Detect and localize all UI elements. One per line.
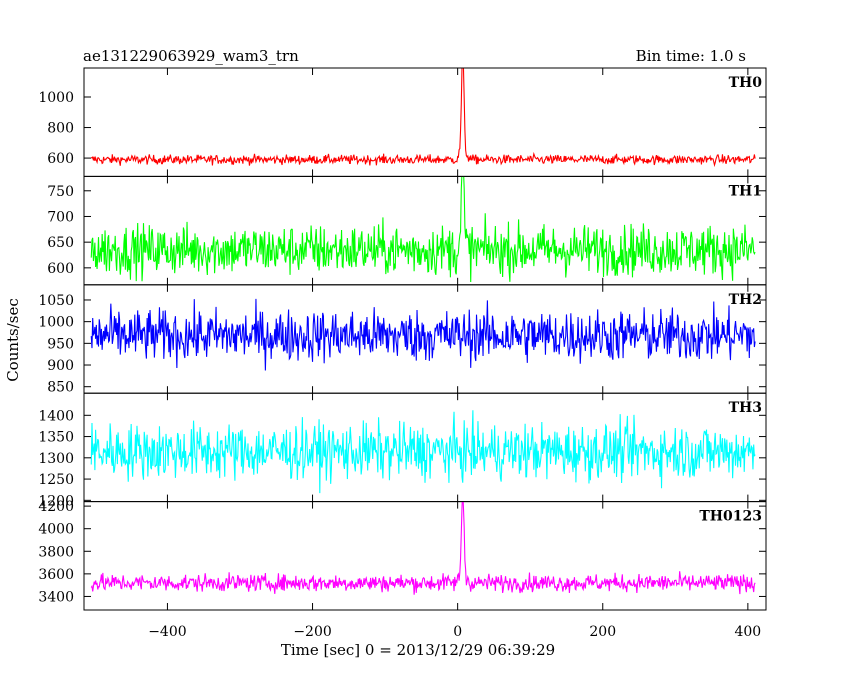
- y-tick-label: 800: [47, 121, 74, 137]
- series-line-th3: [90, 410, 756, 494]
- y-tick-label: 750: [47, 184, 74, 200]
- y-tick-label: 4200: [38, 499, 74, 515]
- y-tick-label: 600: [47, 151, 74, 167]
- panel-frame: [83, 501, 767, 611]
- y-tick-label: 950: [47, 336, 74, 352]
- y-axis-title: Counts/sec: [4, 298, 22, 382]
- panel-label: TH3: [729, 400, 762, 416]
- y-tick-label: 900: [47, 358, 74, 374]
- y-tick-label: 3800: [38, 544, 74, 560]
- y-tick-label: 1250: [38, 472, 74, 488]
- series-line-th2: [90, 298, 756, 371]
- panel-th3: 1200 1250 1300 1350 1400 TH3: [38, 392, 767, 509]
- panel-label: TH0: [729, 75, 763, 91]
- x-tick-label: −200: [293, 624, 331, 640]
- bin-time-label: Bin time: 1.0 s: [636, 47, 746, 65]
- series-line-th1: [90, 176, 756, 283]
- panel-th2: 850 900 950 1000 1050 TH2: [38, 284, 767, 396]
- series-line-th0: [90, 68, 756, 168]
- panel-label: TH1: [729, 183, 762, 199]
- y-tick-label: 600: [47, 261, 74, 277]
- panel-th0: 600 800 1000 TH0: [38, 67, 767, 177]
- panel-label: TH2: [729, 292, 762, 308]
- x-tick-label: −400: [148, 624, 186, 640]
- y-tick-label: 1050: [38, 293, 74, 309]
- series-line-th0123: [90, 501, 756, 595]
- panels-group: 600 800 1000 TH0 600 650 700 750 TH1 850 900 950 100…: [38, 67, 767, 611]
- panel-th1: 600 650 700 750 TH1: [47, 175, 767, 286]
- y-tick-label: 3600: [38, 567, 74, 583]
- y-tick-label: 650: [47, 235, 74, 251]
- chart-title: ae131229063929_wam3_trn: [83, 47, 299, 65]
- x-tick-label: 200: [589, 624, 616, 640]
- y-tick-label: 4000: [38, 522, 74, 538]
- y-tick-label: 1350: [38, 430, 74, 446]
- y-tick-label: 1400: [38, 408, 74, 424]
- y-tick-label: 3400: [38, 589, 74, 605]
- x-axis: −400 −200 0 200 400: [148, 624, 761, 640]
- y-tick-label: 700: [47, 209, 74, 225]
- y-tick-label: 1000: [38, 315, 74, 331]
- y-tick-label: 1300: [38, 451, 74, 467]
- panel-th0123: 3400 3600 3800 4000 4200 TH0123: [38, 499, 767, 611]
- x-tick-label: 0: [453, 624, 462, 640]
- y-tick-label: 850: [47, 380, 74, 396]
- panel-label: TH0123: [699, 509, 762, 525]
- y-tick-label: 1000: [38, 90, 74, 106]
- y-tick-label: 1200: [38, 493, 74, 509]
- x-tick-label: 400: [734, 624, 761, 640]
- x-axis-title: Time [sec] 0 = 2013/12/29 06:39:29: [281, 641, 555, 659]
